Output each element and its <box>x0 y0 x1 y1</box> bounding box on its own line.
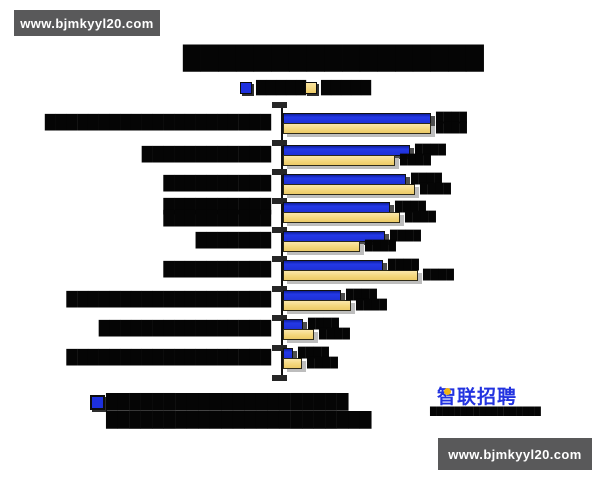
value-label-series1: ████ <box>390 231 421 242</box>
bar-series2 <box>283 212 400 223</box>
chart-title: █████████████████ <box>183 46 484 72</box>
zhaopin-logo-dot-icon <box>444 388 451 395</box>
bar-series2 <box>283 329 314 340</box>
axis-tick-label-block <box>272 375 287 381</box>
value-label-series1: ████ <box>411 174 442 185</box>
value-label-series2: ████ <box>356 300 387 311</box>
legend-label-series1: █████ <box>256 81 306 96</box>
value-label-series1: ████ <box>436 113 467 124</box>
value-label-series2: ████ <box>400 155 431 166</box>
bar-series2 <box>283 155 395 166</box>
axis-tick-label-block <box>272 198 287 204</box>
watermark-bottom: www.bjmkyyl20.com <box>438 438 592 470</box>
bar-series2 <box>283 241 360 252</box>
category-label: ███████ <box>195 233 271 249</box>
value-label-series2: ████ <box>319 329 350 340</box>
category-axis-line <box>281 102 283 380</box>
value-label-series1: ████ <box>308 319 339 330</box>
value-label-series2: ████ <box>436 123 467 134</box>
category-label: █████████████████████ <box>44 115 271 131</box>
legend-swatch-blue-icon <box>240 82 252 94</box>
axis-tick-label-block <box>272 140 287 146</box>
value-label-series1: ████ <box>298 348 329 359</box>
axis-tick-label-block <box>272 227 287 233</box>
bar-series2 <box>283 300 351 311</box>
axis-tick-label-block <box>272 315 287 321</box>
legend-swatch-yellow-icon <box>305 82 317 94</box>
bar-series2 <box>283 358 302 369</box>
footer-note-line2: ███████████████████████ <box>106 411 372 429</box>
category-label: ████████████████ <box>98 321 271 337</box>
value-label-series1: ████ <box>415 145 446 156</box>
axis-tick-label-block <box>272 286 287 292</box>
value-label-series2: ████ <box>365 241 396 252</box>
bar-series2 <box>283 270 418 281</box>
axis-tick-label-block <box>272 345 287 351</box>
zhaopin-logo-subtext: ██████████████████ <box>430 407 541 416</box>
watermark-top: www.bjmkyyl20.com <box>14 10 160 36</box>
zhaopin-logo: 智联招聘 <box>437 386 518 408</box>
axis-tick-label-block <box>272 102 287 108</box>
value-label-series1: ████ <box>388 260 419 271</box>
category-label: ██████████ <box>163 262 271 278</box>
value-label-series2: ████ <box>307 358 338 369</box>
axis-tick-label-block <box>272 256 287 262</box>
axis-tick-label-block <box>272 169 287 175</box>
category-label: ██████████ ██████████ <box>163 199 271 227</box>
legend-label-series2: █████ <box>321 81 371 96</box>
legend-item-series1: █████ <box>240 82 306 95</box>
category-label: ███████████████████ <box>66 350 271 366</box>
value-label-series2: ████ <box>405 212 436 223</box>
category-label: ██████████ <box>163 176 271 192</box>
value-label-series1: ████ <box>395 202 426 213</box>
value-label-series1: ████ <box>346 290 377 301</box>
footer-note-line1: █████████████████████ <box>106 393 349 411</box>
bar-series2 <box>283 184 415 195</box>
footer-logo-square-icon <box>90 395 105 410</box>
value-label-series2: ████ <box>420 184 451 195</box>
category-label: ████████████ <box>141 147 271 163</box>
legend-item-series2: █████ <box>305 82 371 95</box>
category-label: ███████████████████ <box>66 292 271 308</box>
bar-series2 <box>283 123 431 134</box>
value-label-series2: ████ <box>423 270 454 281</box>
